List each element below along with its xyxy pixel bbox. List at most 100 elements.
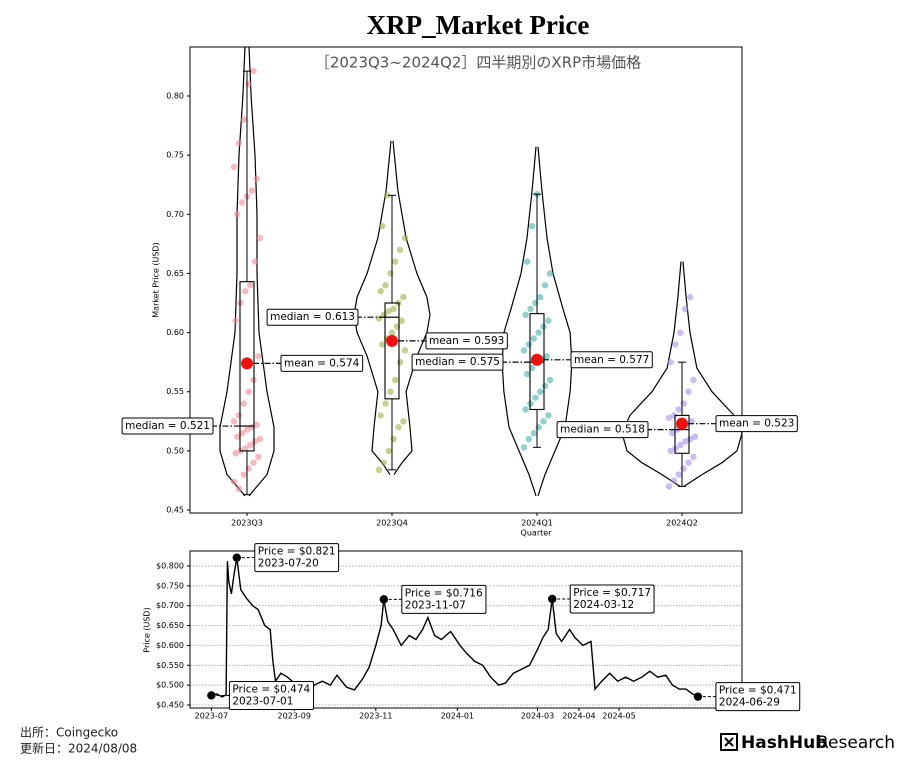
chart-subtitle: ［2023Q3~2024Q2］四半期別のXRP市場価格 xyxy=(315,54,641,72)
data-point xyxy=(398,317,405,324)
annotation-label: Price = $0.471 xyxy=(719,685,797,697)
x-tick-label: 2023Q3 xyxy=(231,519,263,528)
data-point xyxy=(546,376,554,384)
y-tick-label: 0.60 xyxy=(166,328,184,337)
data-point xyxy=(253,421,260,429)
y-tick-label: $0.450 xyxy=(156,700,184,709)
data-point xyxy=(545,412,552,419)
data-point xyxy=(540,418,547,425)
data-point xyxy=(401,347,409,354)
data-point xyxy=(242,445,249,452)
data-point xyxy=(545,317,552,324)
data-point xyxy=(395,424,402,431)
data-point xyxy=(388,329,396,336)
logo-text: Research xyxy=(817,733,895,753)
data-point xyxy=(675,406,682,413)
box xyxy=(384,302,400,400)
data-point xyxy=(247,282,254,289)
x-axis-label: Quarter xyxy=(521,529,553,538)
data-point xyxy=(543,353,550,360)
y-tick-label: $0.750 xyxy=(156,581,184,590)
y-tick-label: $0.800 xyxy=(156,562,184,571)
data-point xyxy=(685,388,692,395)
data-point xyxy=(672,341,679,348)
data-point xyxy=(382,282,389,289)
data-point xyxy=(245,80,252,88)
logo-icon xyxy=(720,733,738,751)
mean-label: mean = 0.593 xyxy=(429,335,504,347)
data-point xyxy=(255,353,262,360)
data-point xyxy=(248,187,256,194)
data-point xyxy=(525,341,533,348)
mean-label-box xyxy=(570,351,653,369)
mean-label: mean = 0.574 xyxy=(284,357,360,369)
data-point xyxy=(535,424,542,431)
data-point xyxy=(251,258,259,265)
plot-frame xyxy=(189,550,743,709)
median-label: median = 0.521 xyxy=(125,420,210,432)
data-point xyxy=(392,376,399,384)
violin-outline xyxy=(248,47,275,497)
data-point xyxy=(383,192,391,199)
data-point xyxy=(401,234,409,242)
data-point xyxy=(682,305,689,313)
x-tick-label: 2023-07 xyxy=(195,712,228,721)
annotation-label: Price = $0.717 xyxy=(573,587,651,599)
annotation-point xyxy=(548,594,557,604)
annotation-date: 2023-11-07 xyxy=(405,599,466,611)
price-line xyxy=(211,557,699,698)
data-point xyxy=(380,459,388,466)
plot-area xyxy=(219,47,742,497)
y-tick-label: 0.70 xyxy=(166,210,184,219)
data-point xyxy=(385,308,392,315)
source: 出所：Coingecko xyxy=(20,726,118,740)
annotation-date: 2023-07-20 xyxy=(258,558,319,570)
annotation-label: Price = $0.821 xyxy=(258,546,336,558)
data-point xyxy=(250,67,257,75)
data-point xyxy=(665,414,673,421)
data-point xyxy=(232,450,239,457)
annotation-point xyxy=(379,595,389,604)
data-point xyxy=(240,116,247,123)
data-point xyxy=(234,433,241,440)
data-point xyxy=(690,453,697,461)
y-tick-label: 0.80 xyxy=(166,91,184,100)
data-point xyxy=(245,465,252,472)
data-point xyxy=(524,258,531,265)
y-axis-label: Market Price (USD) xyxy=(152,242,161,317)
data-point xyxy=(392,258,399,265)
y-tick-label: $0.600 xyxy=(156,641,184,650)
data-point xyxy=(238,199,246,206)
data-point xyxy=(387,270,394,277)
data-point xyxy=(522,311,529,319)
data-point xyxy=(230,163,238,171)
y-tick-label: 0.50 xyxy=(166,446,184,455)
data-point xyxy=(253,175,260,182)
data-point xyxy=(400,418,407,425)
median-label-box xyxy=(556,421,649,439)
median-label-box xyxy=(121,417,214,435)
data-point xyxy=(379,341,386,348)
data-point xyxy=(685,459,692,466)
data-point xyxy=(528,222,536,230)
data-point xyxy=(240,400,247,407)
annotation-box xyxy=(569,584,655,614)
data-point xyxy=(256,435,264,443)
data-point xyxy=(387,388,394,395)
data-point xyxy=(230,418,238,425)
data-point xyxy=(235,485,243,492)
annotation-point xyxy=(232,553,241,562)
data-point xyxy=(242,287,249,295)
y-axis-label: Price (USD) xyxy=(143,607,152,652)
data-point xyxy=(669,429,676,437)
median-label: median = 0.575 xyxy=(415,356,500,368)
data-point xyxy=(665,483,673,490)
data-point xyxy=(396,246,404,253)
y-tick-label: $0.650 xyxy=(156,621,184,630)
data-point xyxy=(377,412,384,419)
data-point xyxy=(522,406,529,413)
y-tick-label: $0.500 xyxy=(156,681,184,690)
data-point xyxy=(680,465,687,472)
